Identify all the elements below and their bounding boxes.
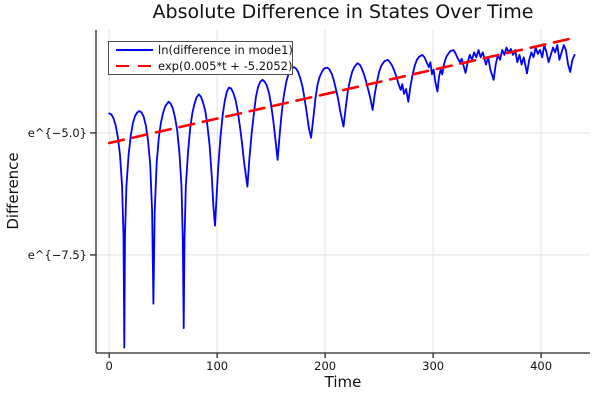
x-tick-label: 200 (314, 359, 336, 373)
legend-label-exp-fit: exp(0.005*t + -5.2052) (158, 58, 293, 73)
x-tick-label: 100 (206, 359, 228, 373)
x-tick-label: 400 (530, 359, 552, 373)
legend-line-sample-dashed-icon (116, 64, 153, 68)
series-line-1 (107, 35, 579, 145)
x-tick-label: 300 (422, 359, 444, 373)
legend: ln(difference in mode1) exp(0.005*t + -5… (108, 41, 293, 75)
y-tick-label: e^{−5.0} (28, 126, 87, 140)
legend-entry-ln-difference: ln(difference in mode1) (116, 42, 293, 57)
legend-entry-exp-fit: exp(0.005*t + -5.2052) (116, 58, 293, 73)
series-line-0 (108, 44, 576, 349)
x-tick-label: 0 (106, 359, 113, 373)
y-tick-label: e^{−7.5} (28, 248, 87, 262)
x-axis-label: Time (324, 373, 362, 391)
legend-label-ln-difference: ln(difference in mode1) (158, 42, 293, 57)
chart-title: Absolute Difference in States Over Time (152, 1, 534, 23)
legend-line-sample-solid-icon (116, 49, 153, 52)
